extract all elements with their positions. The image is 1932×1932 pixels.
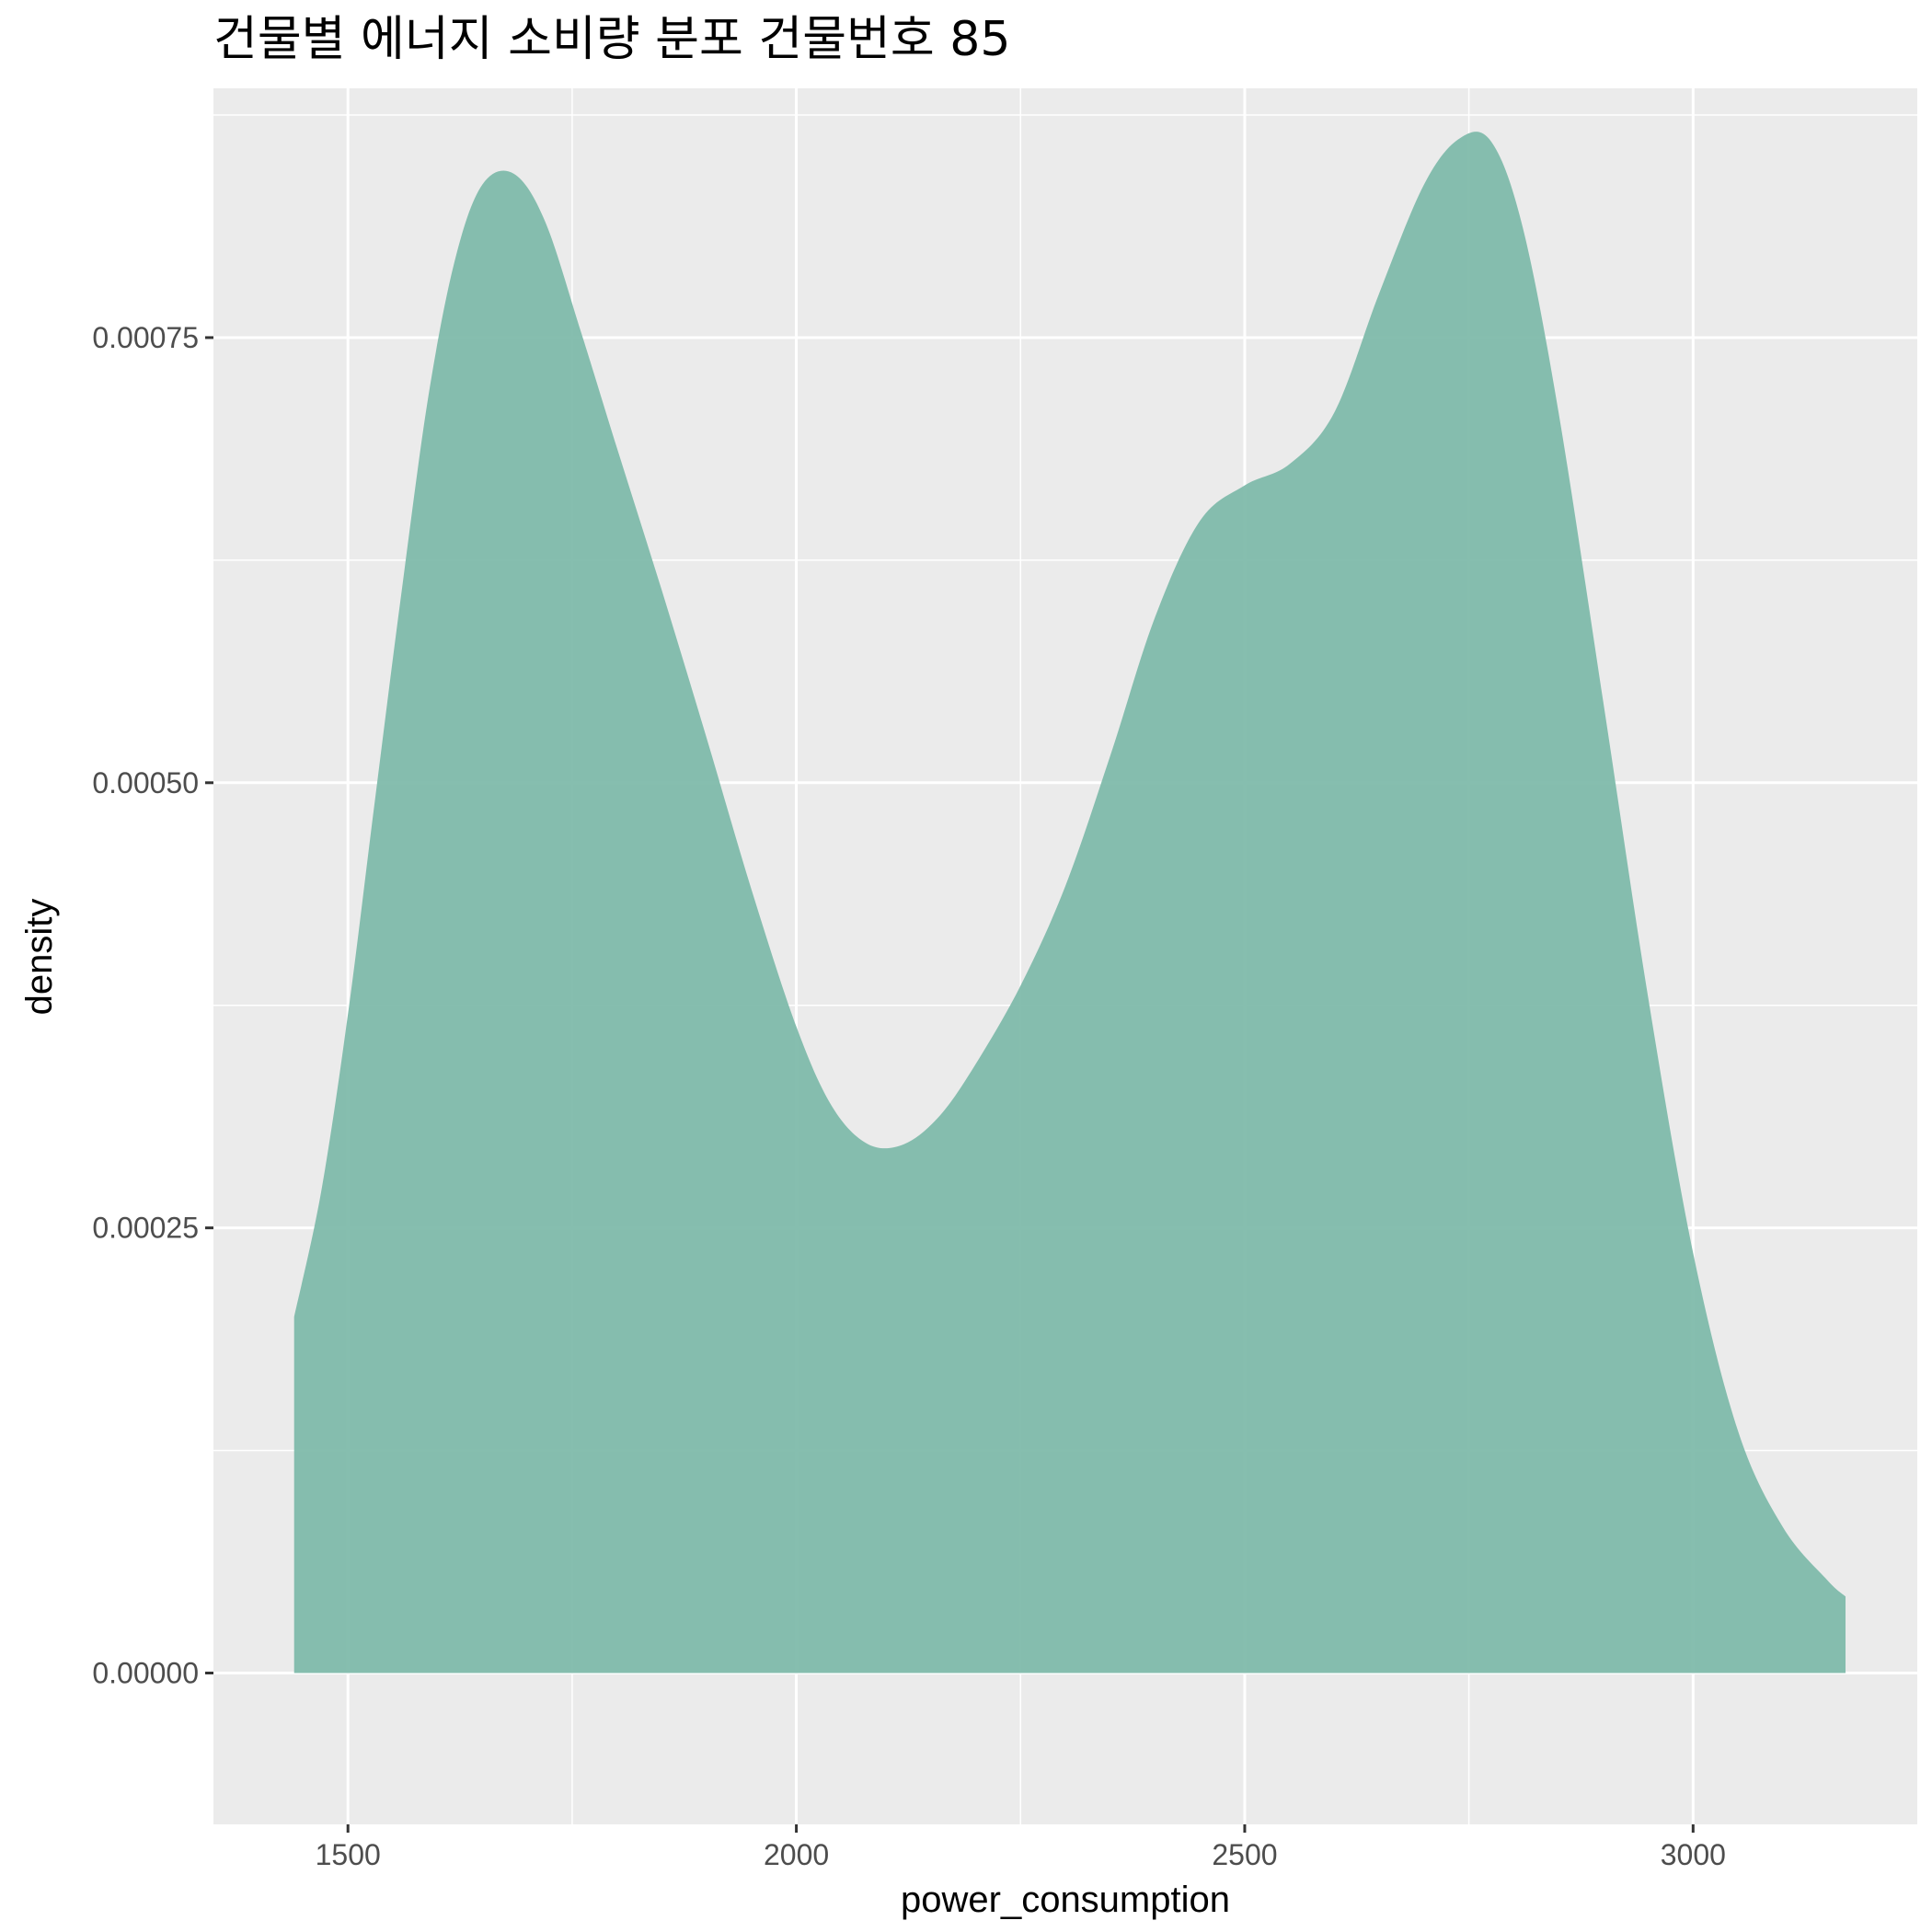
x-axis-title: power_consumption	[901, 1880, 1230, 1920]
x-tick-label: 3000	[1661, 1838, 1726, 1871]
x-axis: 1500 2000 2500 3000	[316, 1824, 1726, 1871]
y-tick-label: 0.00025	[92, 1212, 199, 1245]
density-area	[293, 132, 1846, 1673]
y-axis: 0.00000 0.00025 0.00050 0.00075	[92, 321, 213, 1689]
x-tick-label: 1500	[316, 1838, 381, 1871]
chart-title: 건물별 에너지 소비량 분포 건물번호 85	[213, 12, 1010, 67]
y-tick-label: 0.00000	[92, 1656, 199, 1689]
x-tick-label: 2000	[764, 1838, 829, 1871]
y-tick-label: 0.00050	[92, 766, 199, 799]
x-tick-label: 2500	[1212, 1838, 1277, 1871]
y-tick-label: 0.00075	[92, 321, 199, 354]
y-axis-title: density	[19, 899, 60, 1016]
